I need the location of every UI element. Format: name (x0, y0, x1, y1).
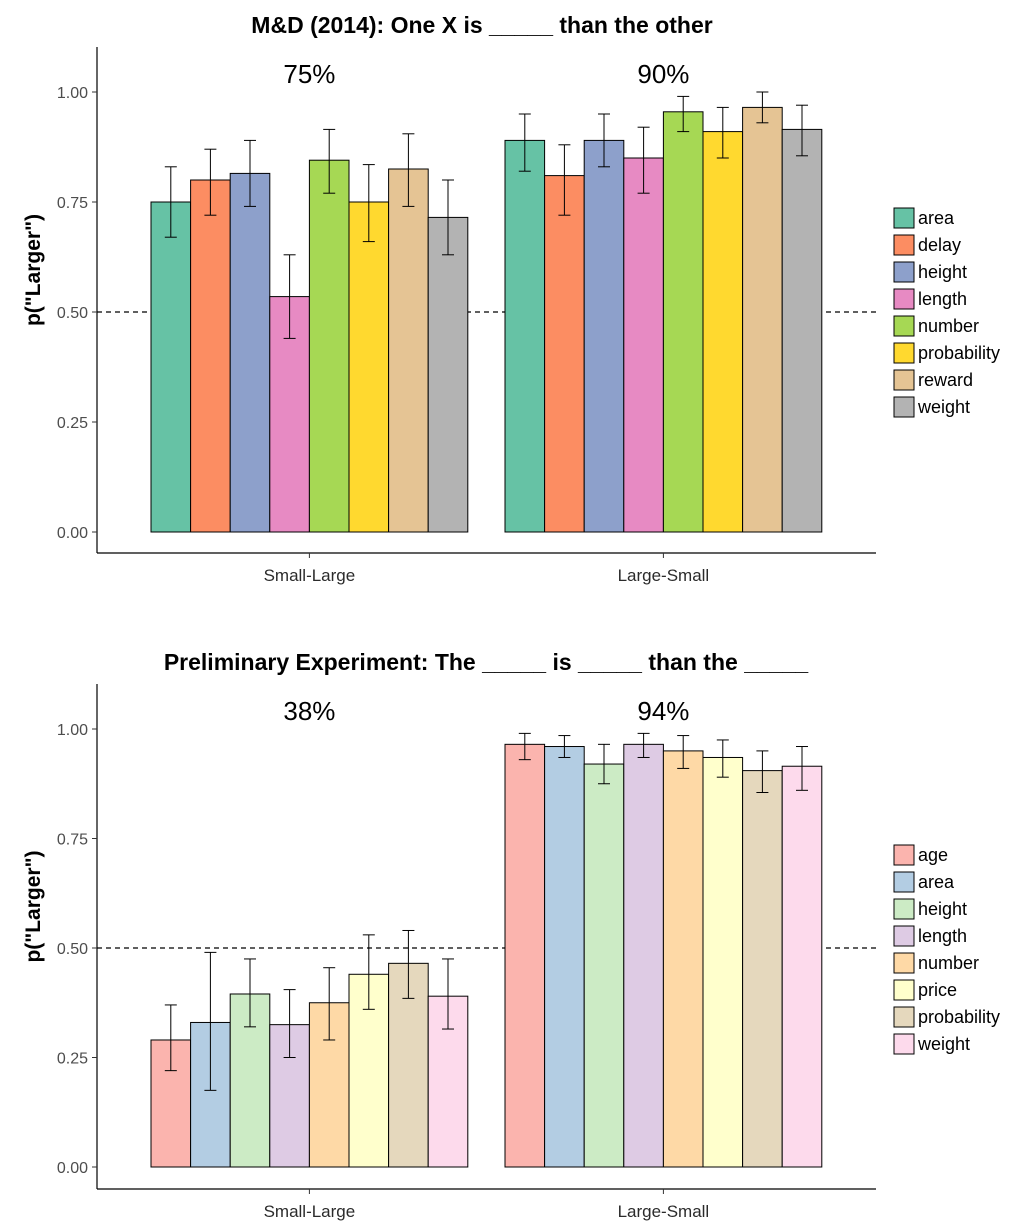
percentage-annotation: 75% (283, 59, 335, 89)
y-tick-label: 0.75 (57, 832, 88, 849)
x-tick-label: Large-Small (618, 566, 710, 585)
chart-title: M&D (2014): One X is _____ than the othe… (251, 12, 712, 38)
legend-swatch-weight (893, 396, 915, 418)
legend-swatch-area (893, 207, 915, 229)
bar-weight-large-small (781, 128, 823, 533)
bar-probability-large-small (742, 770, 783, 1168)
legend-label: height (918, 899, 967, 919)
legend-label: weight (917, 397, 970, 417)
legend-swatch-probability (893, 1006, 915, 1028)
y-tick-label: 0.00 (57, 1160, 88, 1177)
legend-swatch-height (893, 898, 915, 920)
legend-swatch-number (893, 315, 915, 337)
legend-label: age (918, 845, 948, 865)
legend-label: price (918, 980, 957, 1000)
bar-length-large-small (623, 743, 664, 1168)
bar-delay-large-small (544, 175, 585, 533)
bar-reward-large-small (742, 106, 783, 533)
legend: age area height length number price probabilit… (893, 844, 1000, 1055)
chart-panel-1: M&D (2014): One X is _____ than the othe… (22, 12, 1000, 585)
bar-delay-small-large (190, 179, 231, 533)
bar-probability-large-small (702, 131, 744, 533)
bar-area-large-small (504, 139, 546, 533)
x-tick-label: Small-Large (264, 566, 356, 585)
bar-probability-small-large (348, 201, 390, 533)
y-tick-label: 0.25 (57, 415, 88, 432)
y-tick-label: 1.00 (57, 722, 88, 739)
percentage-annotation: 90% (637, 59, 689, 89)
legend-swatch-area (893, 871, 915, 893)
y-tick-label: 0.00 (57, 525, 88, 542)
legend-label: number (918, 953, 979, 973)
bar-reward-small-large (388, 168, 429, 533)
legend-swatch-length (893, 925, 915, 947)
bar-number-large-small (662, 750, 704, 1168)
bar-height-large-small (583, 139, 625, 533)
percentage-annotation: 94% (637, 696, 689, 726)
y-tick-label: 0.50 (57, 941, 88, 958)
y-tick-label: 0.50 (57, 305, 88, 322)
x-tick-label: Large-Small (618, 1202, 710, 1221)
legend-swatch-length (893, 288, 915, 310)
legend-label: probability (918, 343, 1000, 363)
bar-height-large-small (583, 763, 625, 1168)
legend-label: area (918, 872, 955, 892)
bar-weight-small-large (427, 216, 469, 533)
legend-label: height (918, 262, 967, 282)
legend-swatch-probability (893, 342, 915, 364)
bar-number-large-small (662, 111, 704, 533)
legend-swatch-height (893, 261, 915, 283)
legend-label: area (918, 208, 955, 228)
bar-number-small-large (308, 159, 350, 533)
legend-swatch-age (893, 844, 915, 866)
legend: area delay height length number probability re… (893, 207, 1000, 418)
bar-weight-large-small (781, 765, 823, 1168)
legend-swatch-delay (893, 234, 915, 256)
y-axis-title: p("Larger") (22, 850, 45, 962)
legend-swatch-price (893, 979, 915, 1001)
percentage-annotation: 38% (283, 696, 335, 726)
legend-swatch-weight (893, 1033, 915, 1055)
legend-label: reward (918, 370, 973, 390)
legend-swatch-reward (893, 369, 915, 391)
legend-label: number (918, 316, 979, 336)
chart-title: Preliminary Experiment: The _____ is ___… (164, 649, 809, 675)
legend-swatch-number (893, 952, 915, 974)
y-tick-label: 0.75 (57, 195, 88, 212)
bar-area-small-large (150, 201, 192, 533)
bar-age-large-small (504, 743, 546, 1168)
legend-label: delay (918, 235, 961, 255)
bar-price-large-small (702, 756, 744, 1168)
chart-panel-2: Preliminary Experiment: The _____ is ___… (22, 649, 1000, 1221)
x-tick-label: Small-Large (264, 1202, 356, 1221)
legend-label: probability (918, 1007, 1000, 1027)
legend-label: length (918, 926, 967, 946)
legend-label: length (918, 289, 967, 309)
y-axis-title: p("Larger") (22, 214, 45, 326)
bar-length-large-small (623, 157, 664, 533)
y-tick-label: 1.00 (57, 85, 88, 102)
legend-label: weight (917, 1034, 970, 1054)
bar-area-large-small (544, 746, 585, 1168)
y-tick-label: 0.25 (57, 1051, 88, 1068)
bar-height-small-large (229, 172, 271, 533)
